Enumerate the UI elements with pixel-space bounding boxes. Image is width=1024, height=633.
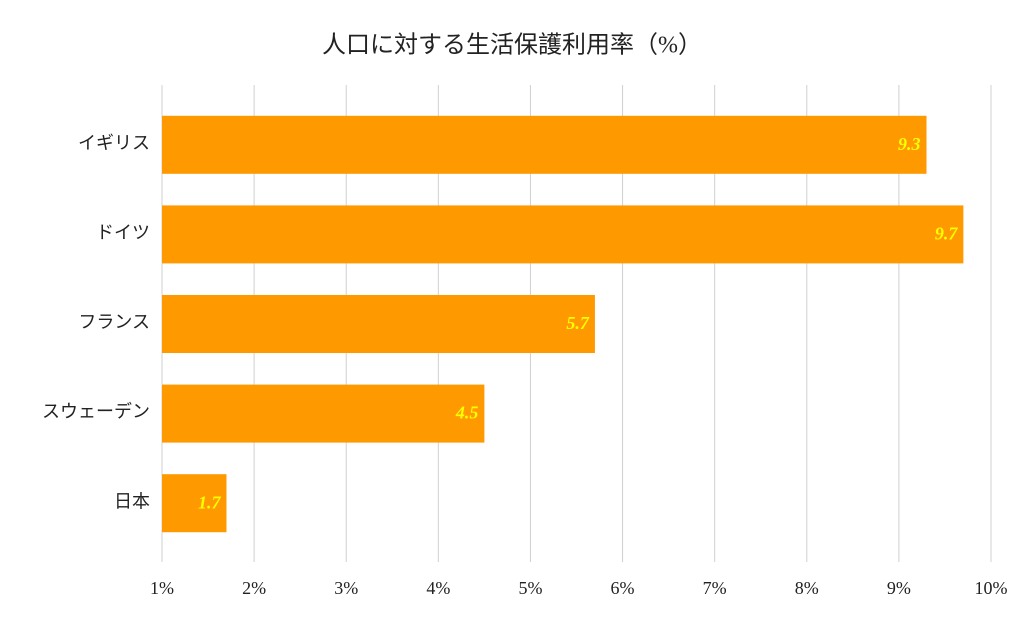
x-tick-label: 9%	[887, 578, 911, 598]
x-tick-label: 6%	[611, 578, 635, 598]
y-tick-label: スウェーデン	[42, 402, 150, 422]
data-label: 4.5	[455, 403, 479, 423]
y-tick-label: フランス	[78, 312, 150, 332]
x-tick-label: 3%	[334, 578, 358, 598]
data-label: 9.3	[898, 134, 921, 154]
chart-title: 人口に対する生活保護利用率（%）	[322, 32, 702, 59]
x-tick-label: 1%	[150, 578, 174, 598]
x-tick-label: 2%	[242, 578, 266, 598]
y-tick-label: 日本	[114, 491, 150, 511]
bar	[162, 205, 964, 264]
bar	[162, 115, 927, 174]
bar	[162, 295, 595, 353]
data-label: 9.7	[935, 224, 959, 244]
bar	[162, 384, 485, 443]
x-tick-label: 4%	[426, 578, 450, 598]
x-tick-label: 5%	[518, 578, 542, 598]
x-tick-label: 8%	[795, 578, 819, 598]
bar	[162, 474, 227, 533]
data-label: 5.7	[566, 313, 590, 333]
y-tick-label: ドイツ	[96, 223, 150, 243]
data-label: 1.7	[198, 492, 222, 512]
y-tick-label: イギリス	[78, 133, 150, 153]
x-tick-label: 7%	[703, 578, 727, 598]
x-tick-label: 10%	[975, 578, 1008, 598]
